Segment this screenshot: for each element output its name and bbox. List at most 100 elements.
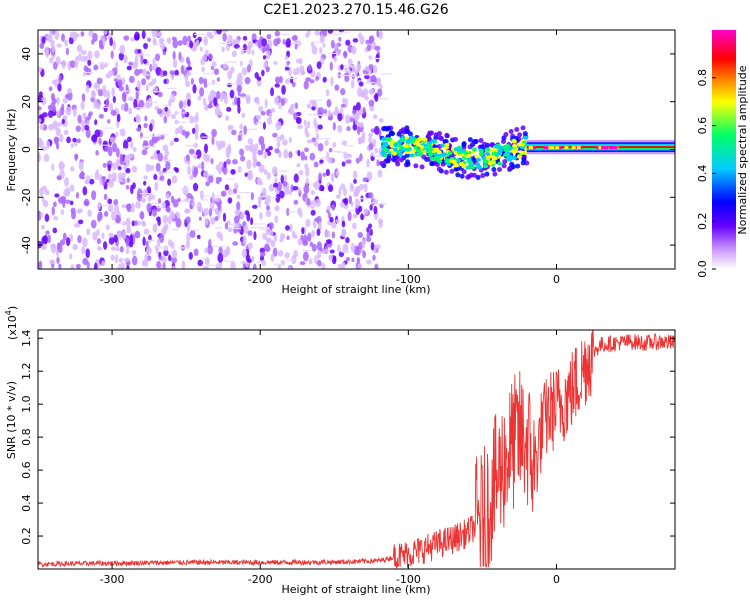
- spectrogram-noise-blob: [355, 101, 361, 111]
- spectrogram-noise-blob: [123, 35, 130, 41]
- spectrogram-signal-halo: [459, 173, 465, 179]
- spectrogram-signal-core: [441, 152, 447, 157]
- spectrogram-noise-blob: [70, 142, 74, 148]
- spectrogram-noise-blob: [264, 200, 269, 206]
- spectrogram-noise-blob: [51, 43, 55, 54]
- spectrogram-noise-blob: [357, 86, 363, 97]
- spectrogram-noise-blob: [279, 237, 284, 243]
- spectrogram-noise-blob: [165, 193, 170, 200]
- spectrogram-noise-streak: [149, 202, 160, 205]
- spectrogram-noise-blob: [211, 192, 215, 202]
- spectrogram-signal-halo: [491, 166, 497, 172]
- spectrogram-noise-blob: [226, 106, 232, 112]
- spectrogram-noise-blob: [368, 136, 373, 144]
- x-tick-label: -300: [100, 273, 125, 286]
- spectrogram-noise-blob: [203, 104, 209, 111]
- spectrogram-noise-blob: [241, 248, 248, 258]
- spectrogram-noise-blob: [265, 43, 270, 52]
- spectrogram-noise-blob: [156, 32, 163, 37]
- spectrogram-noise-blob: [126, 265, 130, 269]
- spectrogram-noise-streak: [310, 258, 320, 260]
- spectrogram-signal-halo: [502, 159, 508, 165]
- spectrogram-noise-streak: [94, 87, 101, 89]
- spectrogram-noise-blob: [234, 39, 241, 45]
- spectrogram-signal-core: [406, 138, 412, 143]
- spectrogram-noise-blob: [298, 57, 303, 65]
- spectrogram-noise-blob: [278, 150, 282, 159]
- spectrogram-noise-blob: [48, 86, 53, 92]
- spectrogram-noise-blob: [352, 213, 358, 219]
- spectrogram-noise-blob: [49, 57, 54, 64]
- spectrogram-noise-blob: [332, 141, 337, 148]
- spectrogram-noise-blob: [374, 125, 380, 135]
- spectrogram-noise-blob: [314, 198, 321, 208]
- spectrogram-noise-blob: [358, 183, 365, 191]
- spectrogram-noise-blob: [315, 75, 319, 81]
- spectrogram-noise-blob: [241, 112, 246, 118]
- spectrogram-noise-blob: [291, 230, 296, 239]
- spectrogram-noise-blob: [171, 256, 177, 264]
- spectrogram-noise-blob: [189, 175, 194, 180]
- spectrogram-signal-halo: [508, 129, 514, 135]
- spectrogram-carrier-speck: [550, 146, 555, 150]
- spectrogram-noise-blob: [170, 93, 176, 103]
- spectrogram-noise-blob: [85, 248, 90, 259]
- spectrogram-noise-blob: [281, 84, 286, 95]
- spectrogram-noise-blob: [273, 182, 278, 188]
- spectrogram-noise-blob: [272, 132, 278, 138]
- spectrogram-noise-blob: [146, 246, 152, 255]
- spectrogram-noise-blob: [190, 77, 194, 85]
- spectrogram-noise-blob: [141, 197, 146, 203]
- spectrogram-noise-blob: [43, 153, 50, 162]
- spectrogram-noise-streak: [201, 136, 213, 138]
- spectrogram-noise-blob: [309, 79, 315, 84]
- spectrogram-noise-streak: [258, 195, 268, 198]
- spectrogram-noise-blob: [325, 230, 331, 238]
- spectrogram-noise-blob: [185, 216, 191, 224]
- spectrogram-signal-core: [409, 153, 415, 158]
- spectrogram-noise-blob: [345, 39, 351, 46]
- spectrogram-noise-blob: [156, 238, 161, 247]
- spectrogram-noise-blob: [102, 241, 108, 250]
- spectrogram-noise-streak: [168, 96, 176, 99]
- spectrogram-noise-blob: [138, 69, 144, 74]
- spectrogram-noise-blob: [50, 243, 56, 248]
- spectrogram-noise-blob: [225, 158, 231, 165]
- spectrogram-noise-blob: [244, 144, 251, 151]
- spectrogram-noise-blob: [215, 176, 221, 185]
- spectrogram-noise-blob: [253, 231, 257, 241]
- spectrogram-noise-blob: [208, 54, 213, 60]
- spectrogram-noise-blob: [111, 172, 117, 182]
- spectrogram-noise-blob: [295, 116, 302, 124]
- spectrogram-noise-blob: [80, 101, 85, 110]
- spectrogram-noise-blob: [125, 237, 130, 247]
- spectrogram-noise-blob: [69, 60, 76, 69]
- spectrogram-noise-blob: [314, 30, 321, 36]
- spectrogram-noise-blob: [286, 60, 291, 65]
- spectrogram-noise-blob: [343, 50, 348, 59]
- spectrogram-noise-blob: [294, 102, 298, 110]
- spectrogram-signal-core: [453, 147, 459, 152]
- spectrogram-noise-blob: [117, 230, 123, 239]
- spectrogram-noise-blob: [78, 219, 84, 225]
- spectrogram-noise-blob: [357, 231, 363, 239]
- spectrogram-noise-blob: [222, 212, 227, 222]
- spectrogram-noise-blob: [76, 209, 82, 214]
- spectrogram-noise-blob: [210, 216, 216, 225]
- spectrogram-noise-blob: [313, 161, 319, 168]
- spectrogram-noise-streak: [288, 211, 296, 213]
- spectrogram-noise-streak: [191, 155, 198, 157]
- spectrogram-noise-blob: [177, 40, 183, 46]
- spectrogram-noise-blob: [130, 37, 135, 42]
- spectrogram-noise-blob: [237, 134, 242, 142]
- spectrogram-noise-blob: [162, 51, 167, 56]
- spectrogram-noise-blob: [256, 161, 261, 167]
- spectrogram-noise-streak: [202, 73, 215, 75]
- spectrogram-signal-core: [436, 150, 442, 155]
- spectrogram-noise-blob: [373, 205, 378, 215]
- spectrogram-noise-blob: [142, 236, 146, 247]
- spectrogram-noise-blob: [59, 133, 64, 143]
- spectrogram-noise-blob: [261, 38, 267, 47]
- spectrogram-noise-blob: [217, 111, 223, 116]
- spectrogram-noise-blob: [159, 175, 165, 181]
